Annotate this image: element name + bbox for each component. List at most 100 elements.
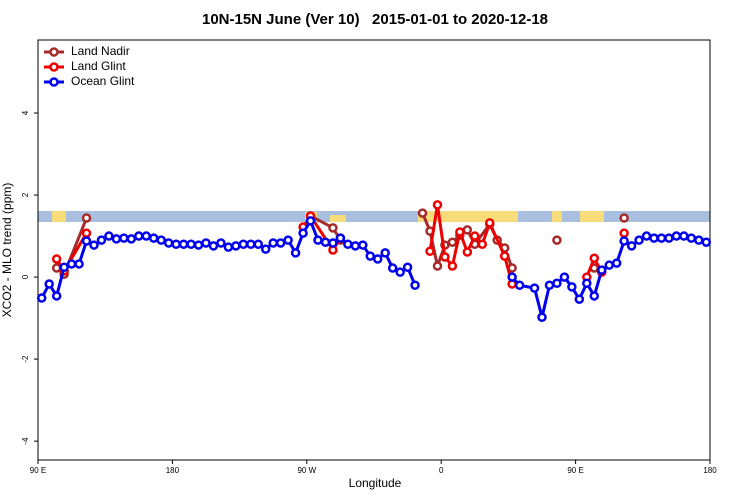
data-point [679, 231, 689, 241]
y-axis-label: XCO2 - MLO trend (ppm) [0, 183, 14, 318]
data-point [328, 223, 338, 233]
legend-marker [49, 62, 59, 72]
data-point [559, 272, 570, 282]
data-point [619, 236, 629, 246]
data-point [231, 241, 241, 251]
data-point [641, 231, 652, 241]
band [38, 211, 710, 222]
data-point [163, 238, 174, 248]
data-point [447, 237, 458, 247]
data-point [694, 235, 704, 245]
legend-marker [49, 47, 59, 57]
data-point [537, 312, 547, 323]
data-point [96, 235, 107, 245]
data-point [268, 238, 278, 248]
chart-title: 10N-15N June (Ver 10) 2015-01-01 to 2020… [202, 11, 548, 28]
data-point [410, 280, 420, 291]
data-point [193, 240, 204, 250]
data-point [462, 225, 473, 235]
data-point [275, 238, 286, 248]
data-point [201, 238, 211, 248]
y-tick-label: 4 [21, 110, 30, 115]
data-point [44, 279, 54, 289]
data-point [298, 228, 308, 238]
y-tick-label: 0 [21, 274, 30, 279]
data-point [134, 231, 144, 241]
data-point [253, 239, 264, 250]
data-point [365, 251, 376, 261]
data-point [686, 233, 697, 243]
data-point [238, 239, 249, 250]
x-tick-label: 90 E [30, 466, 46, 475]
data-point [596, 265, 607, 275]
data-point [290, 248, 301, 258]
data-point [36, 293, 47, 303]
data-point [104, 231, 114, 241]
data-point [567, 282, 577, 292]
data-point [589, 291, 600, 301]
y-tick-label: -4 [21, 437, 30, 445]
x-tick-label: 0 [439, 466, 444, 475]
data-point [89, 240, 99, 250]
legend-label: Land Nadir [71, 44, 130, 58]
land-patch [418, 211, 518, 222]
data-point [387, 263, 398, 273]
data-point [260, 244, 271, 254]
data-point [529, 283, 540, 293]
data-point [395, 267, 405, 277]
data-point [111, 234, 122, 244]
data-point [611, 258, 622, 268]
x-tick-label: 180 [703, 466, 717, 475]
data-point [455, 227, 465, 237]
data-point [81, 236, 92, 246]
data-point [552, 278, 562, 288]
data-point [701, 237, 712, 247]
data-point [119, 233, 129, 243]
data-point [51, 254, 62, 264]
legend-label: Ocean Glint [71, 74, 135, 88]
data-point [634, 235, 644, 245]
data-point [59, 262, 69, 272]
data-point [66, 259, 77, 269]
data-point [425, 246, 435, 256]
land-patch [330, 215, 346, 222]
x-tick-label: 180 [166, 466, 180, 475]
data-point [671, 231, 682, 241]
data-point [216, 238, 226, 248]
legend-marker [49, 77, 59, 87]
data-point [574, 294, 585, 304]
data-point [619, 228, 629, 238]
data-point [589, 253, 600, 263]
data-point [664, 233, 674, 243]
data-point [208, 241, 219, 251]
data-point [552, 235, 562, 245]
data-point [440, 252, 450, 262]
data-point [350, 241, 361, 251]
data-point [507, 272, 517, 282]
land-band [38, 211, 710, 222]
data-point [544, 280, 555, 291]
data-point [156, 235, 166, 245]
data-point [432, 261, 443, 271]
data-point [51, 291, 62, 301]
data-point [432, 200, 443, 210]
data-point [507, 263, 517, 273]
data-point [626, 241, 637, 251]
data-point [417, 208, 428, 218]
data-point [484, 218, 495, 228]
data-point [335, 233, 346, 243]
data-point [126, 234, 137, 244]
data-point [380, 248, 390, 258]
data-point [141, 231, 152, 241]
data-point [178, 239, 189, 250]
data-point [372, 254, 383, 264]
data-point [514, 280, 525, 291]
data-point [171, 239, 181, 250]
data-point [649, 233, 659, 243]
x-tick-label: 90 E [567, 466, 583, 475]
data-point [246, 239, 256, 250]
data-point [320, 237, 331, 247]
data-point [402, 262, 413, 272]
data-point [656, 233, 667, 243]
